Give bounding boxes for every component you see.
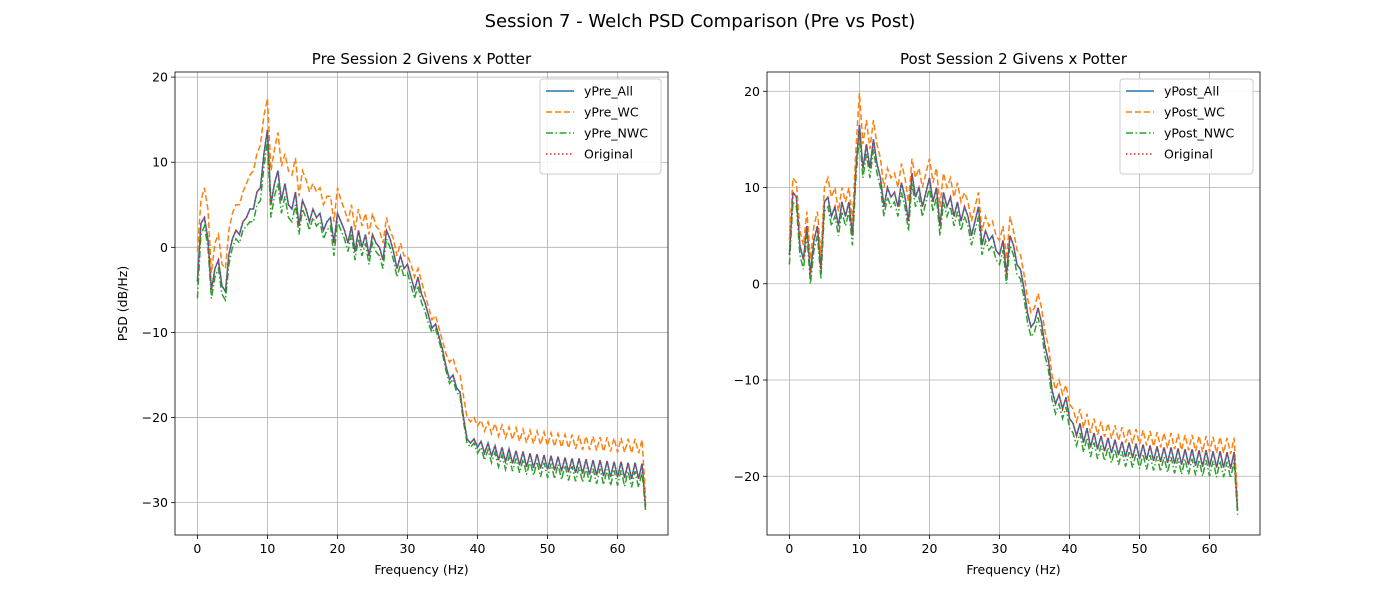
pre-legend-label: yPre_All <box>584 84 633 99</box>
pre-xtick-label: 30 <box>400 541 416 556</box>
post-axes-frame <box>766 71 1261 536</box>
post-panel-title: Post Session 2 Givens x Potter <box>900 50 1128 68</box>
pre-legend-label: yPre_NWC <box>584 126 648 141</box>
post-legend-label: yPost_WC <box>1164 105 1225 120</box>
pre-ytick-label: 10 <box>152 155 168 170</box>
pre-series-ypre-all <box>196 129 647 507</box>
post-legend-label: Original <box>1164 147 1213 162</box>
post-ytick-label: 0 <box>752 276 760 291</box>
post-xtick-label: 0 <box>785 541 793 556</box>
post-series-original <box>788 124 1239 511</box>
pre-ytick-label: −10 <box>142 325 168 340</box>
pre-axes-frame <box>174 71 669 536</box>
post-ytick-label: −20 <box>734 469 760 484</box>
pre-session-panel: 0 10 20 30 40 50 60 −30 −20 −10 0 10 20 Pre Session 2… <box>115 50 669 577</box>
post-ytick-label: 20 <box>744 84 760 99</box>
pre-ytick-label: −30 <box>142 495 168 510</box>
post-series-ypost-all <box>788 124 1239 511</box>
pre-ytick-label: 20 <box>152 70 168 85</box>
pre-panel-title: Pre Session 2 Givens x Potter <box>312 50 532 68</box>
post-legend-label: yPost_All <box>1164 84 1219 99</box>
pre-ytick-label: 0 <box>160 240 168 255</box>
pre-legend-box <box>539 78 662 175</box>
post-xaxis-label: Frequency (Hz) <box>966 562 1060 577</box>
pre-xtick-label: 50 <box>540 541 556 556</box>
post-xtick-label: 50 <box>1132 541 1148 556</box>
pre-yaxis-label: PSD (dB/Hz) <box>115 266 130 342</box>
pre-ytick-label: −20 <box>142 410 168 425</box>
pre-legend: yPre_All yPre_WC yPre_NWC Original <box>539 78 662 175</box>
pre-xtick-label: 60 <box>610 541 626 556</box>
pre-legend-label: Original <box>584 147 633 162</box>
pre-xaxis-label: Frequency (Hz) <box>374 562 468 577</box>
post-xtick-label: 20 <box>922 541 938 556</box>
post-series-ypost-nwc <box>788 134 1239 515</box>
pre-xtick-label: 0 <box>193 541 201 556</box>
post-ytick-label: −10 <box>734 373 760 388</box>
pre-xtick-label: 20 <box>330 541 346 556</box>
pre-legend-label: yPre_WC <box>584 105 639 120</box>
post-xtick-label: 40 <box>1062 541 1078 556</box>
figure-suptitle: Session 7 - Welch PSD Comparison (Pre vs… <box>485 11 916 32</box>
post-legend-label: yPost_NWC <box>1164 126 1235 141</box>
pre-xtick-label: 40 <box>470 541 486 556</box>
pre-series-original <box>196 129 647 507</box>
post-series-ypost-wc <box>788 93 1239 501</box>
pre-xtick-label: 10 <box>259 541 275 556</box>
post-ytick-label: 10 <box>744 180 760 195</box>
post-legend: yPost_All yPost_WC yPost_NWC Original <box>1119 78 1254 175</box>
post-legend-box <box>1119 78 1254 175</box>
post-xtick-label: 60 <box>1202 541 1218 556</box>
post-xtick-label: 30 <box>992 541 1008 556</box>
post-session-panel: 0 10 20 30 40 50 60 −20 −10 0 10 20 Post Session 2 G… <box>734 50 1261 577</box>
post-xtick-label: 10 <box>851 541 867 556</box>
pre-series-ypre-nwc <box>196 140 647 512</box>
